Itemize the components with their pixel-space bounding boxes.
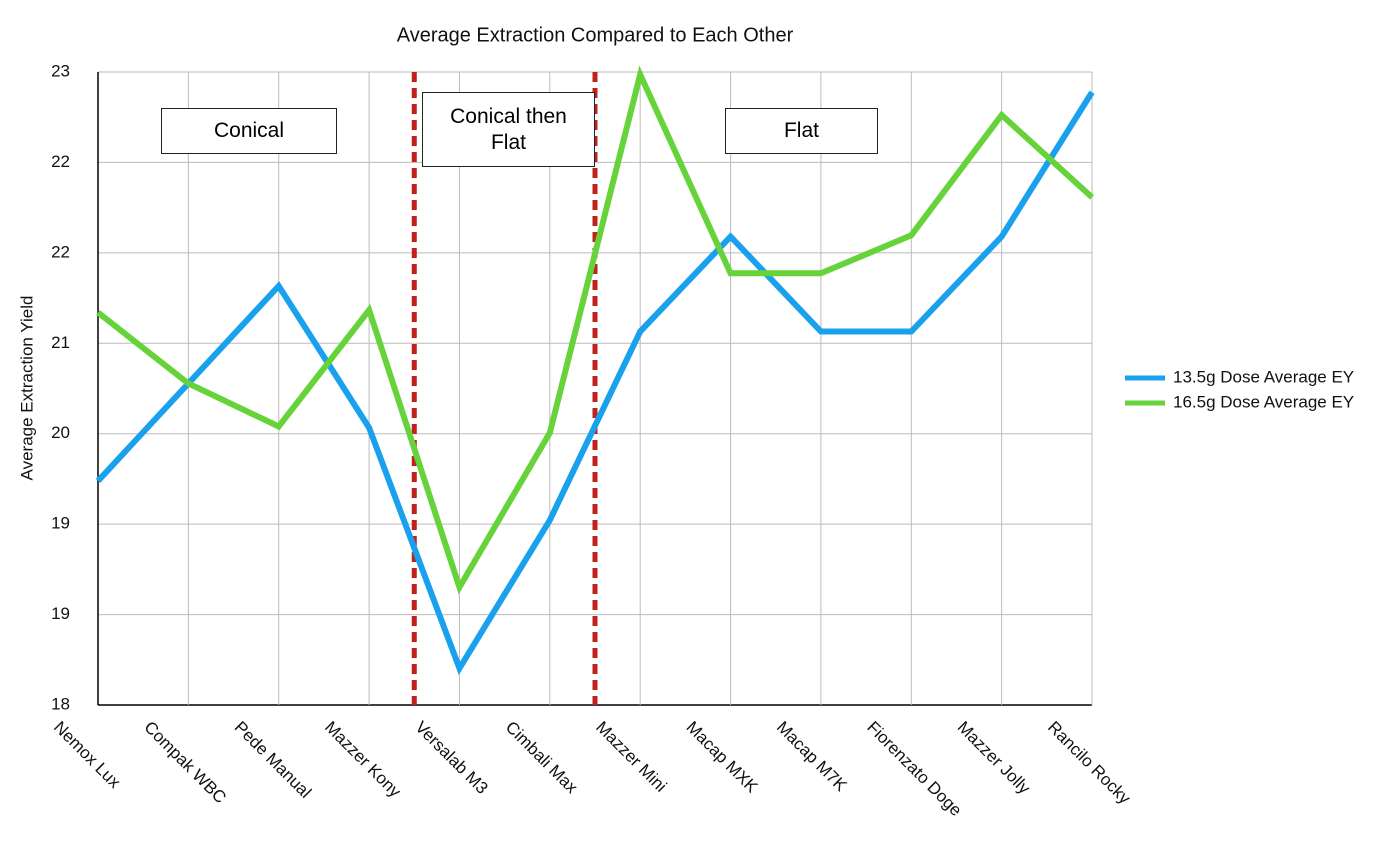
chart-title: Average Extraction Compared to Each Othe… xyxy=(397,24,794,46)
x-tick-label: Mazzer Kony xyxy=(321,718,405,802)
y-axis-label: Average Extraction Yield xyxy=(17,296,36,481)
x-tick-label: Mazzer Jolly xyxy=(954,718,1035,799)
x-tick-label: Compak WBC xyxy=(140,718,230,808)
y-tick-label: 19 xyxy=(51,514,70,533)
x-tick-label: Versalab M3 xyxy=(411,718,491,798)
x-tick-label: Pede Manual xyxy=(231,718,315,802)
y-tick-label: 19 xyxy=(51,604,70,623)
x-tick-label: Macap M7K xyxy=(773,718,851,796)
y-tick-label: 22 xyxy=(51,152,70,171)
region-label: Conical xyxy=(161,108,337,154)
x-tick-label: Mazzer Mini xyxy=(592,718,670,796)
x-tick-label: Cimbali Max xyxy=(502,718,582,798)
x-tick-label: Fiorenzato Doge xyxy=(863,718,965,820)
series-line xyxy=(96,65,1095,595)
x-tick-label: Nemox Lux xyxy=(50,718,125,793)
series-line xyxy=(95,90,1095,676)
legend-label: 16.5g Dose Average EY xyxy=(1173,392,1354,411)
region-label: Flat xyxy=(725,108,878,154)
y-tick-label: 23 xyxy=(51,61,70,80)
y-tick-label: 22 xyxy=(51,242,70,261)
y-tick-label: 18 xyxy=(51,694,70,713)
legend-label: 13.5g Dose Average EY xyxy=(1173,367,1354,386)
y-tick-label: 21 xyxy=(51,333,70,352)
y-tick-label: 20 xyxy=(51,423,70,442)
x-tick-label: Rancilo Rocky xyxy=(1044,718,1135,809)
x-tick-label: Macap MXK xyxy=(683,718,762,797)
region-label: Conical then Flat xyxy=(422,92,595,167)
